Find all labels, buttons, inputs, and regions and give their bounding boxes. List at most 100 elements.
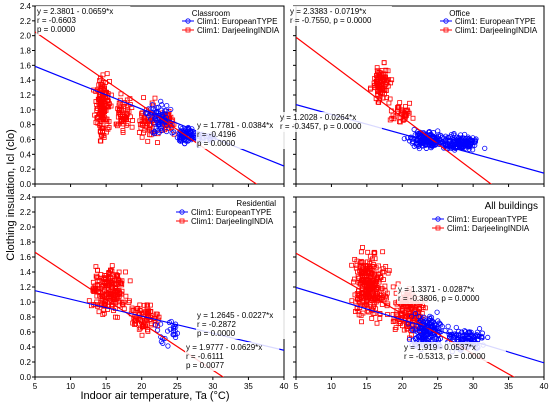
x-tick-label: 30 <box>469 382 478 391</box>
regression-annotation: y = 1.7781 - 0.0384*x <box>197 121 273 130</box>
point-european <box>153 125 159 131</box>
annotation-bg <box>185 342 280 371</box>
annotation-bg <box>279 112 382 132</box>
point-european <box>458 135 464 142</box>
point-european <box>162 108 168 114</box>
point-european <box>424 332 430 338</box>
point-european <box>466 146 472 152</box>
point-india <box>359 291 364 297</box>
point-european <box>430 133 436 139</box>
y-tick-label: 0.4 <box>20 343 32 352</box>
point-india <box>392 318 398 324</box>
point-india <box>119 282 125 288</box>
x-axis-label: Indoor air temperature, Ta (°C) <box>80 390 229 402</box>
point-india <box>123 269 128 275</box>
point-india <box>355 308 361 314</box>
point-india <box>377 316 383 321</box>
point-india <box>155 140 160 146</box>
y-tick-label: 0.0 <box>20 373 32 382</box>
point-india <box>360 283 366 289</box>
x-tick-label: 30 <box>208 382 217 391</box>
point-india <box>156 314 162 320</box>
point-india <box>382 91 387 97</box>
regression-annotation: p = 0.0000 <box>197 329 236 338</box>
legend-marker-circle <box>443 18 449 24</box>
point-european <box>153 115 159 122</box>
y-tick-label: 2.4 <box>20 193 32 202</box>
point-india <box>105 104 111 110</box>
fit-line-india <box>296 252 515 377</box>
point-european <box>170 328 176 334</box>
plot-frame <box>295 5 545 185</box>
point-india <box>373 281 378 287</box>
point-india <box>120 101 126 107</box>
x-tick-label: 40 <box>280 382 289 391</box>
point-india <box>358 294 363 300</box>
y-tick-label: 2.2 <box>20 17 32 26</box>
point-india <box>363 301 369 307</box>
point-european <box>421 329 427 335</box>
point-india <box>113 292 118 297</box>
y-tick-label: 1.0 <box>20 106 32 115</box>
legend-marker-square <box>179 218 185 224</box>
point-india <box>383 264 389 269</box>
point-india <box>143 118 149 124</box>
point-india <box>118 91 124 97</box>
point-european <box>426 129 432 135</box>
point-european <box>482 145 488 151</box>
point-india <box>95 120 101 126</box>
regression-annotation: r = -0.2872 <box>197 320 236 329</box>
point-india <box>416 311 422 317</box>
point-india <box>380 249 386 255</box>
point-european <box>430 319 436 325</box>
point-european <box>158 98 164 104</box>
point-india <box>100 283 105 289</box>
point-india <box>383 68 389 73</box>
point-india <box>101 125 106 131</box>
point-india <box>358 249 364 255</box>
point-india <box>98 84 104 90</box>
point-india <box>390 284 396 290</box>
x-tick-label: 5 <box>33 382 38 391</box>
regression-annotation: p = 0.0000 <box>37 25 76 34</box>
point-india <box>377 291 383 297</box>
point-india <box>113 314 118 320</box>
y-tick-label: 1.2 <box>20 91 32 100</box>
point-india <box>395 104 401 110</box>
point-european <box>462 131 468 138</box>
point-india <box>413 303 419 309</box>
y-tick-label: 1.4 <box>20 76 32 85</box>
point-european <box>189 133 195 139</box>
point-india <box>100 312 106 318</box>
regression-annotation: r = -0.6111 <box>186 352 224 361</box>
fit-line-india <box>35 31 258 184</box>
regression-annotation: y = 1.9777 - 0.0629*x <box>186 343 262 352</box>
point-india <box>98 117 104 123</box>
point-india <box>385 83 391 89</box>
point-india <box>102 100 108 106</box>
x-tick-label: 35 <box>504 382 513 391</box>
point-india <box>406 310 412 316</box>
point-india <box>109 263 115 269</box>
point-india <box>94 293 100 299</box>
point-india <box>366 269 371 274</box>
x-tick-label: 20 <box>398 382 407 391</box>
point-european <box>401 136 407 142</box>
point-european <box>182 127 189 133</box>
point-european <box>157 122 163 128</box>
point-european <box>427 313 433 319</box>
point-european <box>447 138 453 144</box>
point-india <box>97 138 103 144</box>
point-india <box>142 117 148 123</box>
point-india <box>141 302 147 308</box>
point-india <box>123 122 129 128</box>
regression-annotation: y = 1.919 - 0.0537*x <box>404 343 476 352</box>
point-india <box>116 269 122 275</box>
point-india <box>375 92 380 97</box>
y-tick-label: 2.2 <box>20 208 32 217</box>
y-tick-label: 1.0 <box>20 298 32 307</box>
fit-line-european <box>35 65 284 167</box>
x-tick-label: 40 <box>540 382 549 391</box>
point-india <box>105 289 111 295</box>
